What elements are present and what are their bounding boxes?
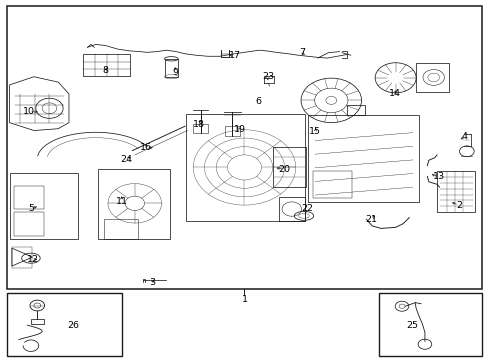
Bar [224,126,239,136]
Bar [12,247,32,268]
Bar [193,124,207,133]
Bar [7,293,122,356]
Bar [378,293,481,356]
Text: 23: 23 [261,72,273,81]
Bar [98,169,170,239]
Text: 13: 13 [431,172,444,181]
Bar [14,186,43,210]
Bar [82,54,130,76]
Text: 1: 1 [241,294,247,303]
Bar [346,105,365,116]
Bar [10,173,78,239]
Bar [104,220,138,239]
Text: 2: 2 [455,201,461,210]
Text: 19: 19 [233,125,245,134]
Text: 24: 24 [120,155,132,164]
Text: 25: 25 [406,321,418,330]
Text: 3: 3 [148,278,155,287]
Text: 8: 8 [102,66,108,75]
Text: 5: 5 [28,204,34,213]
Text: 16: 16 [140,143,152,152]
Text: 22: 22 [300,204,312,213]
Text: 21: 21 [365,215,377,224]
Text: 18: 18 [193,120,205,129]
Bar [312,171,351,198]
Text: 4: 4 [461,132,467,141]
Bar [185,114,305,221]
Bar [278,197,305,221]
Bar [272,147,305,187]
Text: 20: 20 [278,165,290,174]
Bar [7,6,481,289]
Text: 15: 15 [308,127,321,136]
Text: 17: 17 [228,51,240,60]
Text: 9: 9 [172,68,178,77]
Bar [307,115,418,202]
Bar [436,171,474,212]
Bar [14,212,43,235]
Text: 6: 6 [255,96,261,105]
Text: 10: 10 [23,107,35,116]
Bar [164,59,178,77]
Bar [415,63,448,92]
Text: 26: 26 [67,321,79,330]
Bar [31,319,43,324]
Text: 7: 7 [299,48,305,57]
Text: 14: 14 [388,89,400,98]
Text: 12: 12 [27,255,39,264]
Text: 11: 11 [115,197,127,206]
